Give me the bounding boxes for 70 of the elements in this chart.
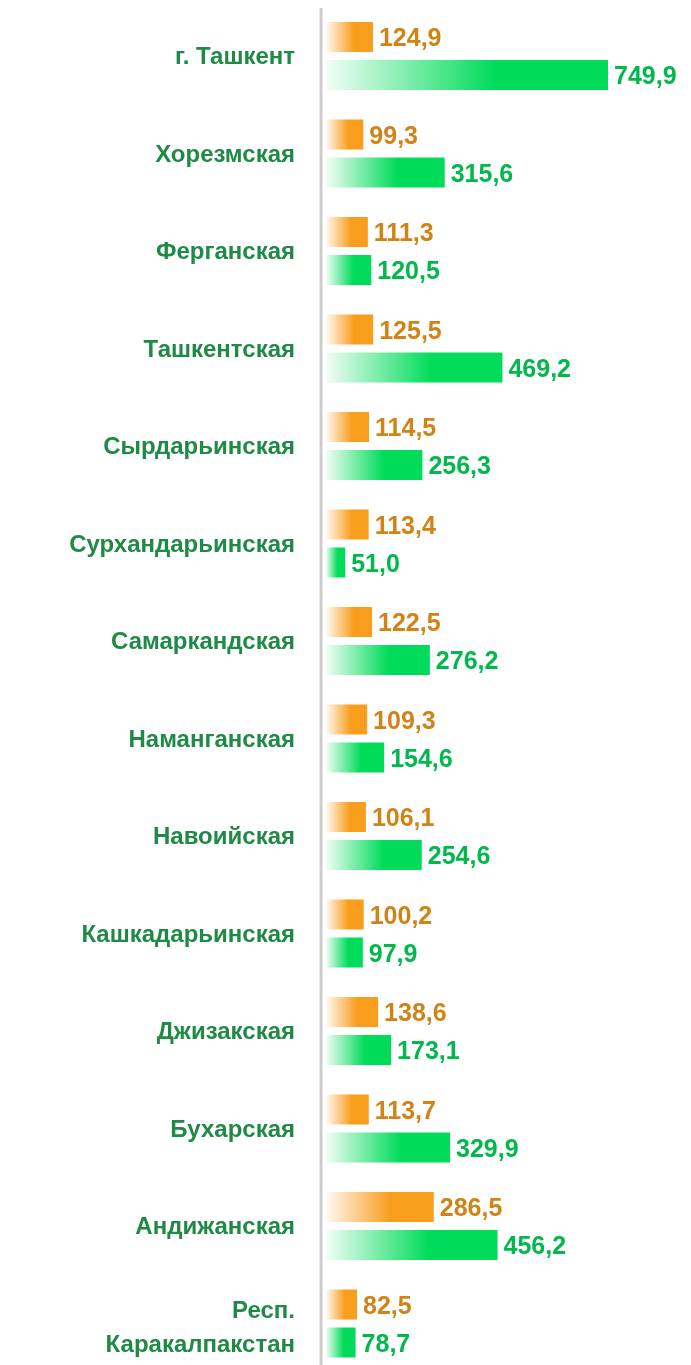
bar [326,1289,358,1320]
data-label: 469,2 [508,353,572,382]
bar [326,22,373,52]
data-label: 254,6 [427,841,491,869]
y-tick-label: г. Ташкент [175,42,296,69]
bar [326,509,369,540]
bar [326,450,423,480]
data-label: 113,4 [374,510,436,539]
data-label: 124,9 [378,23,442,51]
data-label: 82,5 [363,1290,412,1319]
data-label: 173,1 [397,1036,460,1064]
y-tick-label: Хорезмская [155,139,295,167]
bar [326,119,364,150]
y-tick-label: Ташкентская [143,334,295,362]
bar [326,217,368,247]
data-label: 106,1 [371,803,435,831]
bar [326,1192,434,1222]
data-label: 78,7 [361,1328,411,1357]
y-tick-label: Сырдарьинская [103,432,295,459]
y-tick-label: Андижанская [135,1212,295,1239]
y-tick-label: Респ. Каракалпакстан [105,1295,295,1357]
bar [326,645,430,675]
bar [326,742,385,773]
data-label: 749,9 [614,61,677,89]
bar [326,937,363,968]
bar [326,840,422,870]
bar [326,1230,498,1260]
data-label: 51,0 [351,548,400,577]
y-tick-label: Наманганская [128,724,295,752]
y-tick-label: Навоийская [153,822,295,849]
bar [326,352,503,383]
bar [326,60,608,90]
data-label: 113,7 [374,1095,436,1124]
data-label: 125,5 [379,315,442,344]
bar [326,802,366,832]
data-label: 114,5 [375,413,437,441]
data-label: 99,3 [369,120,419,149]
bar [326,1094,369,1125]
y-tick-label: Кашкадарьинская [81,919,295,947]
data-label: 122,5 [378,608,441,636]
y-tick-label: Сурхандарьинская [69,529,295,557]
data-label: 256,3 [428,451,491,479]
data-label: 154,6 [390,743,453,772]
data-label: 315,6 [450,158,514,187]
y-tick-label: Самаркандская [111,627,295,654]
data-label: 111,3 [373,218,434,246]
bar [326,1132,451,1163]
bar [326,157,445,188]
data-label: 286,5 [439,1193,503,1221]
data-label: 109,3 [373,705,436,734]
bar [326,547,346,578]
bar [326,314,374,345]
bar [326,412,370,442]
bar [326,704,368,735]
data-label: 120,5 [377,256,440,284]
data-label: 100,2 [369,900,433,929]
bar [326,607,373,637]
bar [326,255,372,285]
y-tick-label: Бухарская [170,1114,295,1142]
bar [326,899,364,930]
data-label: 456,2 [503,1231,567,1259]
y-tick-label: Джизакская [156,1017,295,1044]
data-label: 97,9 [368,938,418,967]
data-label: 138,6 [384,998,447,1026]
bar [326,997,379,1027]
bar [326,1327,356,1358]
data-label: 329,9 [456,1133,519,1162]
y-tick-label: Ферганская [155,237,295,264]
bar [326,1035,392,1065]
data-label: 276,2 [435,646,499,674]
